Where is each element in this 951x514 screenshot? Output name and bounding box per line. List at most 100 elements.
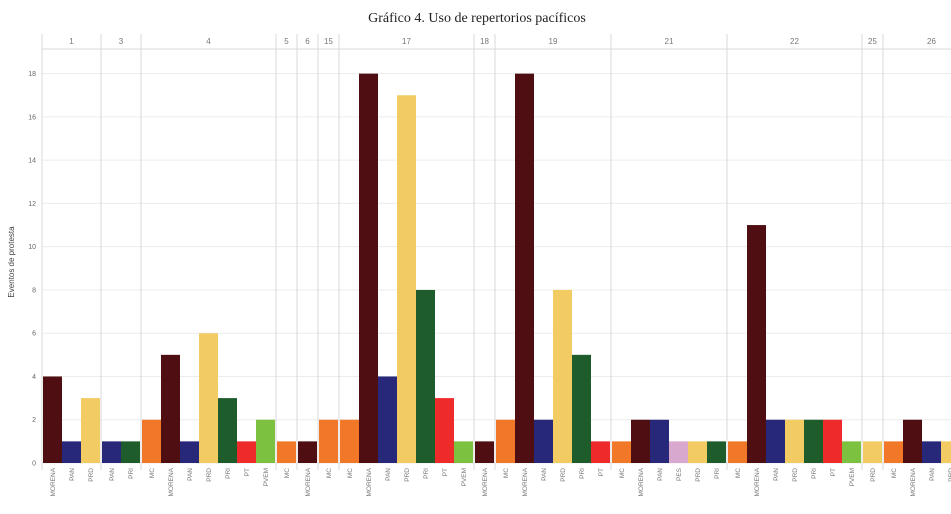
bar <box>766 419 785 463</box>
group-label: 1 <box>69 37 74 46</box>
bar <box>863 441 882 463</box>
y-tick-label: 8 <box>32 287 36 294</box>
bar <box>416 289 435 463</box>
y-tick-label: 4 <box>32 374 36 381</box>
x-tick-label: PRI <box>714 468 721 479</box>
bar <box>180 441 199 463</box>
x-tick-label: PRD <box>948 468 951 482</box>
bars <box>43 73 951 464</box>
bar <box>631 419 650 463</box>
x-tick-label: PRI <box>128 468 135 479</box>
group-label: 26 <box>927 37 936 46</box>
y-tick-label: 18 <box>28 71 36 78</box>
x-tick-label: PRI <box>579 468 586 479</box>
group-label: 22 <box>790 37 799 46</box>
x-tick-label: MC <box>619 468 626 478</box>
y-tick-label: 16 <box>28 114 36 121</box>
x-tick-label: PVEM <box>461 468 468 486</box>
category-labels: MORENA PAN PRD PAN PRI MC MORENA PAN PRD PRI PT PVE… <box>50 467 951 496</box>
x-tick-label: PAN <box>109 468 116 481</box>
bar <box>43 376 62 463</box>
group-label: 5 <box>284 37 289 46</box>
x-tick-label: PRD <box>870 468 877 482</box>
bar <box>515 73 534 463</box>
bar <box>553 289 572 463</box>
bar <box>572 354 591 463</box>
bar <box>785 419 804 463</box>
bar <box>359 73 378 463</box>
x-tick-label: PRD <box>792 468 799 482</box>
bar <box>218 398 237 463</box>
group-label: 19 <box>549 37 558 46</box>
bar <box>688 441 707 463</box>
bar <box>591 441 610 463</box>
group-label: 18 <box>480 37 489 46</box>
bar <box>237 441 256 463</box>
x-tick-label: MORENA <box>638 467 645 496</box>
x-tick-label: MORENA <box>754 467 761 496</box>
bar <box>199 333 218 463</box>
bar <box>102 441 121 463</box>
x-tick-label: MC <box>891 468 898 478</box>
group-separators <box>41 34 951 470</box>
x-tick-label: PRD <box>560 468 567 482</box>
x-tick-label: PRI <box>423 468 430 479</box>
group-label: 6 <box>305 37 310 46</box>
x-tick-label: MC <box>149 468 156 478</box>
x-tick-label: MORENA <box>366 467 373 496</box>
bar <box>298 441 317 463</box>
bar <box>707 441 726 463</box>
bar <box>256 419 275 463</box>
x-tick-label: PT <box>830 468 837 476</box>
x-tick-label: PT <box>598 468 605 476</box>
x-tick-label: MORENA <box>482 467 489 496</box>
bar <box>842 441 861 463</box>
x-tick-label: PVEM <box>849 468 856 486</box>
x-tick-label: PAN <box>69 468 76 481</box>
bar <box>319 419 338 463</box>
x-tick-label: PRI <box>811 468 818 479</box>
x-tick-label: MORENA <box>50 467 57 496</box>
x-tick-label: PAN <box>929 468 936 481</box>
group-label: 21 <box>665 37 674 46</box>
x-tick-label: PRD <box>88 468 95 482</box>
bar <box>612 441 631 463</box>
x-tick-label: MC <box>503 468 510 478</box>
bar <box>397 95 416 464</box>
bar <box>475 441 494 463</box>
y-tick-label: 6 <box>32 331 36 338</box>
bar <box>941 441 951 463</box>
y-axis-ticks: 0 2 4 6 8 10 12 14 16 18 <box>28 71 36 467</box>
x-tick-label: PRD <box>206 468 213 482</box>
x-tick-label: PT <box>442 468 449 476</box>
x-tick-label: PES <box>676 467 683 481</box>
y-tick-label: 10 <box>28 244 36 251</box>
x-tick-label: PAN <box>541 468 548 481</box>
x-tick-label: MORENA <box>910 467 917 496</box>
x-tick-label: MORENA <box>522 467 529 496</box>
group-label: 3 <box>119 37 124 46</box>
x-tick-label: PAN <box>657 468 664 481</box>
x-tick-label: PRD <box>404 468 411 482</box>
x-tick-label: MC <box>284 468 291 478</box>
group-label: 4 <box>206 37 211 46</box>
x-tick-label: PRD <box>695 468 702 482</box>
bar <box>454 441 473 463</box>
x-tick-label: MC <box>326 468 333 478</box>
x-tick-label: PRI <box>225 468 232 479</box>
bar <box>804 419 823 463</box>
bar <box>534 419 553 463</box>
bar <box>277 441 296 463</box>
x-tick-label: PVEM <box>263 468 270 486</box>
y-axis-label: Eventos de protesta <box>7 226 16 298</box>
x-tick-label: PAN <box>187 468 194 481</box>
bar <box>747 225 766 463</box>
bar <box>903 419 922 463</box>
x-tick-label: MORENA <box>168 467 175 496</box>
bar <box>142 419 161 463</box>
bar <box>435 398 454 463</box>
bar <box>884 441 903 463</box>
x-tick-label: PAN <box>773 468 780 481</box>
x-tick-label: MORENA <box>305 467 312 496</box>
